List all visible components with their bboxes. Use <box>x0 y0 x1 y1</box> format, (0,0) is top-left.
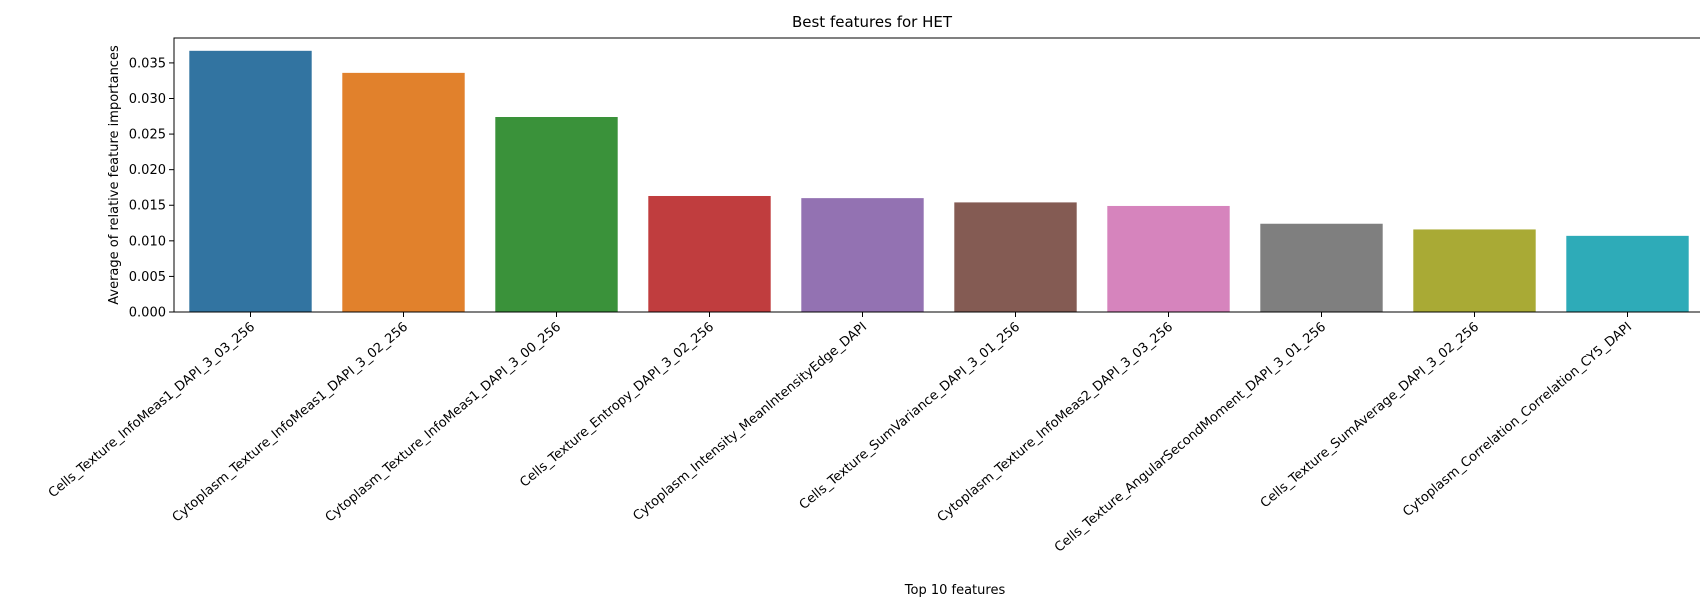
y-tick-label: 0.020 <box>129 163 166 178</box>
x-tick-label: Cytoplasm_Texture_InfoMeas1_DAPI_3_02_25… <box>170 320 411 526</box>
y-tick-label: 0.005 <box>129 270 166 285</box>
bar-8 <box>1260 223 1383 312</box>
chart-title: Best features for HET <box>792 13 953 31</box>
y-tick-label: 0.015 <box>129 199 166 214</box>
bar-2 <box>342 72 465 313</box>
plot-area: 0.000 0.005 0.010 0.015 0.020 0.025 0.030 0.035… <box>46 37 1700 556</box>
x-tick-label: Cytoplasm_Texture_InfoMeas1_DAPI_3_00_25… <box>323 320 564 526</box>
bar-4 <box>648 195 771 312</box>
plot-frame <box>173 37 1700 313</box>
x-tick-label: Cytoplasm_Intensity_MeanIntensityEdge_DA… <box>630 320 870 524</box>
y-tick-label: 0.000 <box>129 306 166 321</box>
bar-6 <box>954 202 1077 312</box>
bar-1 <box>189 50 312 313</box>
y-axis-label: Average of relative feature importances <box>107 45 122 305</box>
x-axis-label: Top 10 features <box>904 583 1006 598</box>
bar-9 <box>1413 229 1536 312</box>
y-tick-label: 0.030 <box>129 92 166 107</box>
y-tick-label: 0.010 <box>129 234 166 249</box>
bar-3 <box>495 117 618 312</box>
bar-5 <box>801 198 924 312</box>
bar-7 <box>1107 205 1230 312</box>
y-tick-label: 0.035 <box>129 56 166 71</box>
x-tick-label: Cytoplasm_Texture_InfoMeas2_DAPI_3_03_25… <box>935 320 1176 526</box>
x-tick-label: Cells_Texture_AngularSecondMoment_DAPI_3… <box>1052 320 1329 556</box>
bar-10 <box>1566 235 1689 312</box>
y-tick-label: 0.025 <box>129 128 166 143</box>
